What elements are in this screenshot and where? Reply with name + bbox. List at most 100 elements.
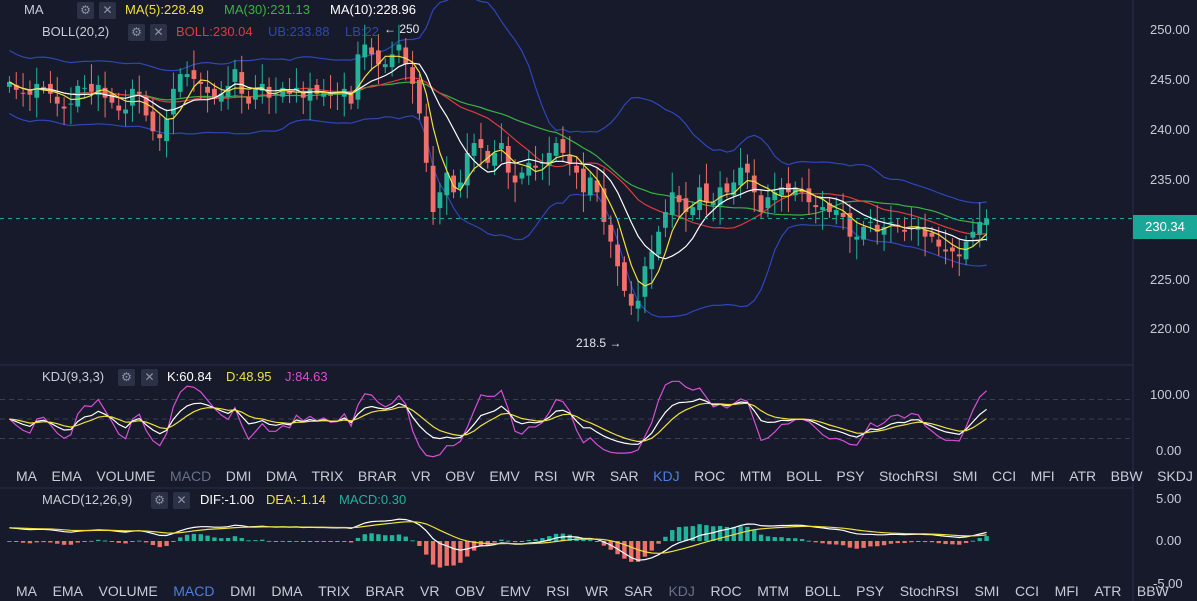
tab-lower-smi[interactable]: SMI [974,583,1000,599]
macd-histogram-bar [547,536,552,541]
gear-icon[interactable]: ⚙ [118,369,135,386]
tab-upper-kdj[interactable]: KDJ [653,468,680,484]
tab-upper-stochrsi[interactable]: StochRSI [878,468,939,484]
tab-upper-vr[interactable]: VR [411,468,431,484]
tab-lower-dmi[interactable]: DMI [230,583,256,599]
kdj-tick: 100.00 [1150,387,1190,402]
tab-upper-mtm[interactable]: MTM [739,468,772,484]
macd-histogram-bar [875,541,880,547]
gear-icon[interactable]: ⚙ [128,24,145,41]
gear-icon[interactable]: ⚙ [77,2,94,19]
candle-body [950,247,955,252]
candle-body [820,207,825,211]
candle-body [437,192,443,209]
tab-lower-bbw[interactable]: BBW [1136,583,1169,599]
gear-icon[interactable]: ⚙ [151,492,168,509]
tab-lower-psy[interactable]: PSY [856,583,885,599]
macd-histogram-bar [512,541,518,543]
price-tick: 235.00 [1150,172,1190,187]
tab-lower-ema[interactable]: EMA [52,583,83,599]
tab-lower-trix[interactable]: TRIX [318,583,350,599]
tab-lower-roc[interactable]: ROC [710,583,742,599]
tab-upper-trix[interactable]: TRIX [311,468,344,484]
candle-body [697,187,702,211]
macd-histogram-bar [212,537,217,541]
candle-body [628,293,634,306]
tab-upper-cci[interactable]: CCI [991,468,1017,484]
tab-lower-volume[interactable]: VOLUME [98,583,158,599]
tab-upper-smi[interactable]: SMI [952,468,978,484]
boll-indicator-name: BOLL(20,2) [42,24,110,39]
close-icon[interactable]: ✕ [99,2,116,19]
macd-histogram-bar [232,536,238,541]
close-icon[interactable]: ✕ [173,492,190,509]
tab-upper-bbw[interactable]: BBW [1110,468,1143,484]
tab-upper-ma[interactable]: MA [16,468,37,484]
tab-lower-atr[interactable]: ATR [1094,583,1122,599]
tab-lower-wr[interactable]: WR [585,583,609,599]
candle-body [20,92,26,94]
tab-upper-dmi[interactable]: DMI [225,468,252,484]
macd-histogram-bar [752,530,757,541]
close-icon[interactable]: ✕ [141,369,158,386]
candle-body [13,84,19,90]
tab-lower-dma[interactable]: DMA [271,583,303,599]
candle-body [710,202,716,206]
tab-upper-ema[interactable]: EMA [51,468,82,484]
tab-upper-psy[interactable]: PSY [836,468,865,484]
macd-histogram-bar [123,541,128,544]
macd-histogram-bar [779,537,784,541]
tab-lower-vr[interactable]: VR [420,583,440,599]
macd-histogram-bar [219,538,224,541]
tab-upper-emv[interactable]: EMV [489,468,520,484]
macd-histogram-bar [601,541,607,546]
candle-body [403,47,409,65]
ma5-line [9,55,988,287]
tab-upper-roc[interactable]: ROC [694,468,726,484]
tab-upper-boll[interactable]: BOLL [786,468,822,484]
macd-histogram-bar [198,534,203,541]
tab-upper-rsi[interactable]: RSI [534,468,558,484]
macd-histogram-bar [697,524,702,541]
ma30-line [9,81,987,226]
close-icon[interactable]: ✕ [150,24,167,41]
tab-lower-brar[interactable]: BRAR [365,583,405,599]
tab-lower-boll[interactable]: BOLL [804,583,841,599]
candle-body [171,88,176,115]
tab-lower-ma[interactable]: MA [16,583,37,599]
tab-lower-macd[interactable]: MACD [173,583,215,599]
candle-body [417,79,422,114]
tab-lower-sar[interactable]: SAR [624,583,653,599]
candle-body [956,254,962,257]
macd-histogram-bar [690,526,695,541]
tab-upper-dma[interactable]: DMA [265,468,297,484]
macd-histogram-bar [191,533,197,541]
tab-upper-volume[interactable]: VOLUME [96,468,156,484]
tab-upper-obv[interactable]: OBV [445,468,475,484]
candle-body [649,251,655,270]
tab-upper-macd[interactable]: MACD [169,468,212,484]
tab-upper-wr[interactable]: WR [572,468,596,484]
tab-lower-cci[interactable]: CCI [1014,583,1040,599]
tab-lower-kdj[interactable]: KDJ [668,583,695,599]
tab-lower-mfi[interactable]: MFI [1054,583,1079,599]
macd-histogram-bar [683,526,689,541]
tab-upper-brar[interactable]: BRAR [357,468,397,484]
macd-histogram-bar [225,537,231,541]
tab-lower-rsi[interactable]: RSI [546,583,570,599]
tab-lower-obv[interactable]: OBV [455,583,485,599]
tab-lower-stochrsi[interactable]: StochRSI [899,583,959,599]
tab-upper-skdj[interactable]: SKDJ [1157,468,1193,484]
main-indicator-name: MA [24,2,44,17]
tab-upper-mfi[interactable]: MFI [1030,468,1055,484]
candle-body [136,91,142,94]
tab-upper-sar[interactable]: SAR [609,468,639,484]
candle-body [874,224,880,232]
macd-histogram-bar [895,541,900,544]
macd-histogram-bar [321,541,326,542]
tab-upper-atr[interactable]: ATR [1069,468,1097,484]
tab-lower-emv[interactable]: EMV [500,583,531,599]
macd-histogram-bar [287,541,292,542]
tab-lower-mtm[interactable]: MTM [757,583,790,599]
